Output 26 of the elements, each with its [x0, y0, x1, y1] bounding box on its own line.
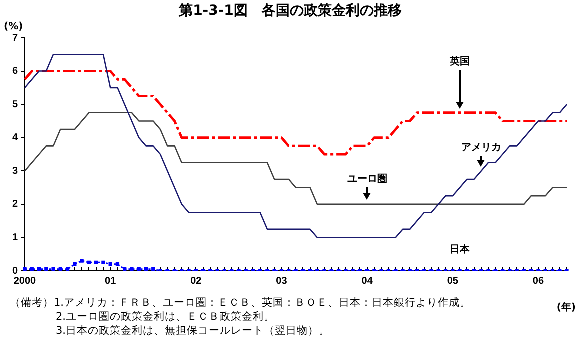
chart-title: 第1-3-1図 各国の政策金利の推移: [178, 2, 403, 20]
x-tick-label: 03: [276, 276, 288, 287]
x-tick-label: 04: [362, 276, 374, 287]
x-tick-label: 06: [532, 276, 544, 287]
x-tick-label: 01: [105, 276, 117, 287]
y-axis-title: (%): [4, 22, 24, 33]
series-label: ユーロ圏: [347, 173, 388, 186]
y-tick-label: 5: [12, 99, 18, 110]
x-tick-label: 2000: [14, 276, 37, 287]
y-tick-label: 6: [12, 66, 18, 78]
series-label: 日本: [450, 244, 472, 256]
text: 2.ユーロ圏の政策金利は、ＥＣＢ政策金利。: [55, 310, 276, 324]
y-tick-label: 2: [12, 199, 18, 210]
y-tick-label: 4: [12, 132, 18, 144]
y-tick-label: 7: [12, 32, 18, 44]
text: （備考）1.アメリカ：ＦＲＢ、ユーロ圏：ＥＣＢ、英国：ＢＯＥ、日本：日本銀行より作成。: [10, 296, 472, 310]
x-axis-title: (年): [556, 302, 576, 314]
y-tick-label: 3: [12, 166, 18, 177]
line-series: [24, 70, 568, 156]
y-tick-label: 0: [12, 266, 18, 277]
text: 3.日本の政策金利は、無担保コールレート（翌日物）。: [55, 324, 332, 338]
x-tick-label: 05: [447, 276, 459, 287]
x-tick-label: 02: [190, 276, 202, 287]
series-label: アメリカ: [461, 142, 502, 154]
y-tick-label: 1: [12, 232, 18, 244]
text: 英国: [449, 55, 470, 68]
